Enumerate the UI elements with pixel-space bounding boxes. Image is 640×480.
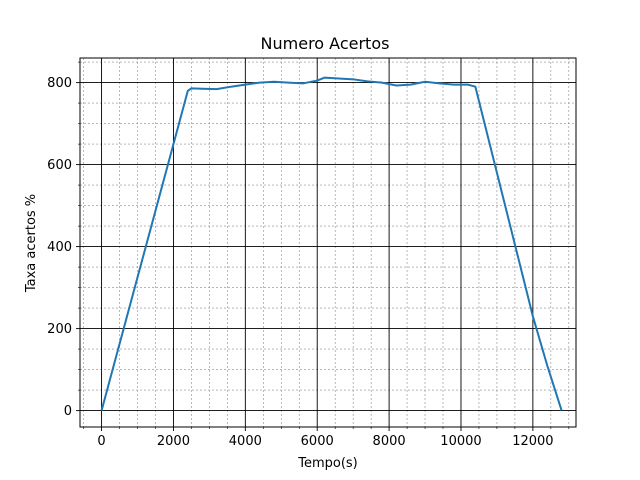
major-grid	[80, 58, 576, 427]
y-tick-label: 800	[47, 76, 72, 91]
x-axis-label: Tempo(s)	[297, 456, 358, 471]
chart-title: Numero Acertos	[261, 34, 390, 53]
x-tick-label: 10000	[440, 434, 481, 449]
x-tick-label: 6000	[301, 434, 334, 449]
series-layer	[100, 76, 563, 411]
y-tick-label: 400	[47, 240, 72, 255]
x-tick-label: 4000	[229, 434, 262, 449]
y-tick-label: 0	[64, 404, 72, 419]
x-tick-label: 12000	[512, 434, 553, 449]
series-line	[100, 76, 563, 411]
plot-frame	[79, 57, 577, 428]
y-tick-label: 600	[47, 158, 72, 173]
x-tick-label: 2000	[157, 434, 190, 449]
y-tick-label: 200	[47, 322, 72, 337]
axis-ticks: 0 2000 4000 6000 8000 10000 12000 0 200 400 600 800	[47, 61, 570, 449]
x-tick-label: 8000	[373, 434, 406, 449]
y-axis-label: Taxa acertos %	[24, 194, 39, 293]
x-tick-label: 0	[97, 434, 105, 449]
